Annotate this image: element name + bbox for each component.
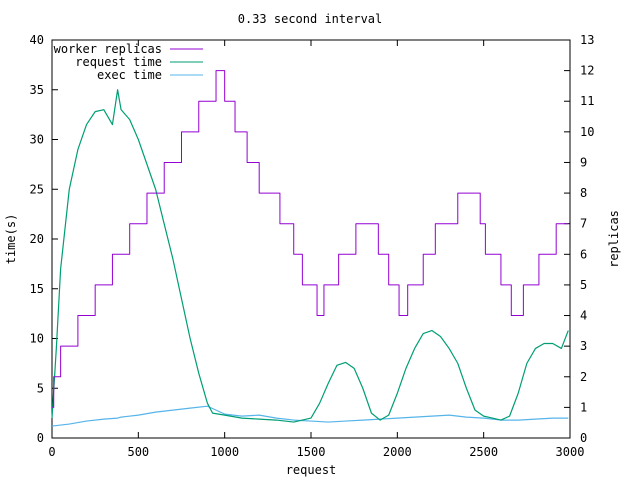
y-tick-label: 25 [30,182,44,196]
legend: worker replicas request time exec time [54,42,203,82]
y-tick-label: 0 [37,431,44,445]
y2-tick-label: 4 [580,309,587,323]
y2-tick-label: 10 [580,125,594,139]
y2-tick-label: 11 [580,94,594,108]
series-worker-replicas-line [52,70,569,408]
y2-tick-label: 13 [580,33,594,47]
y-tick-label: 35 [30,83,44,97]
y-tick-label: 5 [37,381,44,395]
y-tick-label: 40 [30,33,44,47]
legend-label-request-time: request time [75,55,162,69]
y-tick-label: 15 [30,282,44,296]
x-tick-label: 1500 [297,445,326,459]
x-tick-label: 2500 [469,445,498,459]
y2-tick-label: 5 [580,278,587,292]
y2-tick-label: 6 [580,247,587,261]
series-exec-time-line [51,405,569,427]
y2-axis-label: replicas [607,210,621,268]
y-tick-label: 10 [30,332,44,346]
y2-tick-label: 3 [580,339,587,353]
legend-label-worker-replicas: worker replicas [54,42,162,56]
y-tick-label: 20 [30,232,44,246]
x-tick-label: 0 [48,445,55,459]
y-axis-ticks: 0 5 10 15 20 25 30 35 40 [30,33,58,445]
series-request-time-line [51,89,569,423]
y-tick-label: 30 [30,133,44,147]
y2-tick-label: 1 [580,400,587,414]
y2-tick-label: 8 [580,186,587,200]
x-tick-label: 2000 [383,445,412,459]
y-axis-label: time(s) [4,214,18,265]
x-tick-label: 500 [127,445,149,459]
x-tick-label: 1000 [210,445,239,459]
x-axis-label: request [286,463,337,477]
series-layer [51,70,569,427]
y2-tick-label: 9 [580,155,587,169]
y2-tick-label: 12 [580,64,594,78]
x-axis-ticks: 0 500 1000 1500 2000 2500 3000 [48,40,584,459]
x-tick-label: 3000 [556,445,585,459]
chart-title: 0.33 second interval [238,12,383,26]
y2-tick-label: 2 [580,370,587,384]
legend-label-exec-time: exec time [97,68,162,82]
y2-tick-label: 0 [580,431,587,445]
y2-tick-label: 7 [580,217,587,231]
